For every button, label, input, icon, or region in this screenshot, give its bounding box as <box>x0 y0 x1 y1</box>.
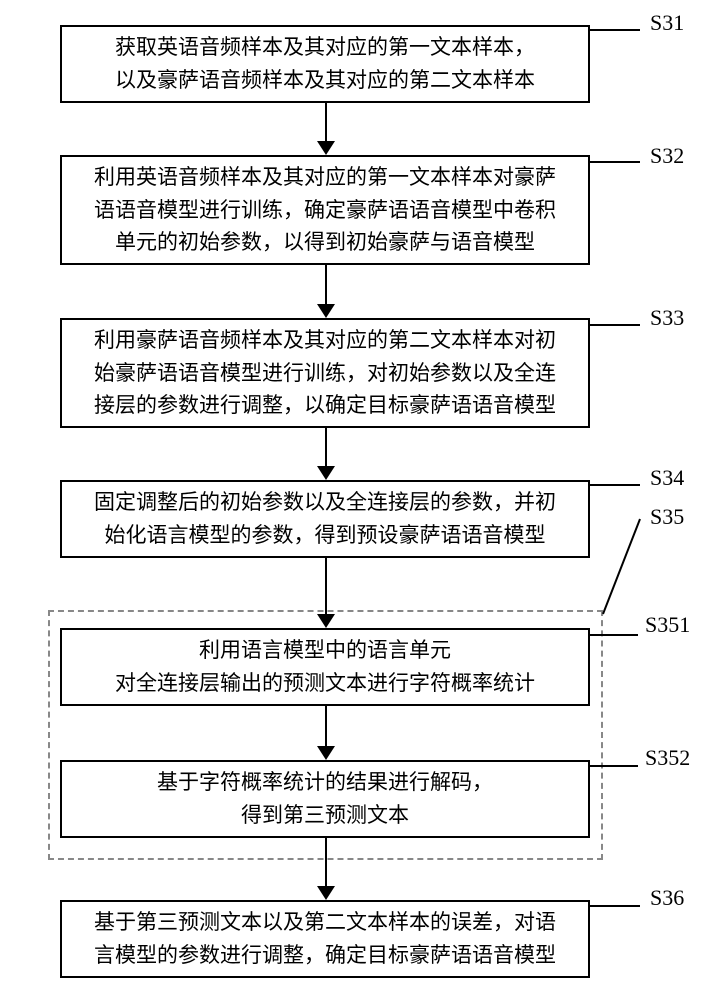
step-label-S36: S36 <box>650 885 684 911</box>
step-text: 利用英语音频样本及其对应的第一文本样本对豪萨语语音模型进行训练，确定豪萨语语音模… <box>94 161 556 259</box>
step-label-S31: S31 <box>650 10 684 36</box>
step-label-S34: S34 <box>650 465 684 491</box>
step-box-S34: 固定调整后的初始参数以及全连接层的参数，并初始化语言模型的参数，得到预设豪萨语语… <box>60 480 590 558</box>
step-label-S33: S33 <box>650 305 684 331</box>
arrow-head-icon <box>317 304 335 318</box>
step-label-S32: S32 <box>650 143 684 169</box>
step-label-S351: S351 <box>645 612 690 638</box>
step-text: 基于字符概率统计的结果进行解码，得到第三预测文本 <box>157 766 493 831</box>
arrow-head-icon <box>317 886 335 900</box>
step-box-S351: 利用语言模型中的语言单元对全连接层输出的预测文本进行字符概率统计 <box>60 628 590 706</box>
step-box-S32: 利用英语音频样本及其对应的第一文本样本对豪萨语语音模型进行训练，确定豪萨语语音模… <box>60 155 590 265</box>
arrow-head-icon <box>317 746 335 760</box>
step-box-S31: 获取英语音频样本及其对应的第一文本样本，以及豪萨语音频样本及其对应的第二文本样本 <box>60 25 590 103</box>
arrow-connector <box>325 706 327 750</box>
step-label-S352: S352 <box>645 745 690 771</box>
arrow-connector <box>325 558 327 618</box>
step-box-S33: 利用豪萨语音频样本及其对应的第二文本样本对初始豪萨语语音模型进行训练，对初始参数… <box>60 318 590 428</box>
step-text: 基于第三预测文本以及第二文本样本的误差，对语言模型的参数进行调整，确定目标豪萨语… <box>94 906 556 971</box>
step-text: 利用豪萨语音频样本及其对应的第二文本样本对初始豪萨语语音模型进行训练，对初始参数… <box>94 324 556 422</box>
arrow-connector <box>325 265 327 308</box>
step-box-S36: 基于第三预测文本以及第二文本样本的误差，对语言模型的参数进行调整，确定目标豪萨语… <box>60 900 590 978</box>
arrow-connector <box>325 103 327 145</box>
step-label-S35: S35 <box>650 504 684 530</box>
arrow-head-icon <box>317 466 335 480</box>
arrow-connector <box>325 838 327 890</box>
arrow-head-icon <box>317 614 335 628</box>
step-box-S352: 基于字符概率统计的结果进行解码，得到第三预测文本 <box>60 760 590 838</box>
step-text: 利用语言模型中的语言单元对全连接层输出的预测文本进行字符概率统计 <box>115 634 535 699</box>
step-text: 获取英语音频样本及其对应的第一文本样本，以及豪萨语音频样本及其对应的第二文本样本 <box>115 31 535 96</box>
arrow-connector <box>325 428 327 470</box>
step-text: 固定调整后的初始参数以及全连接层的参数，并初始化语言模型的参数，得到预设豪萨语语… <box>94 486 556 551</box>
arrow-head-icon <box>317 141 335 155</box>
